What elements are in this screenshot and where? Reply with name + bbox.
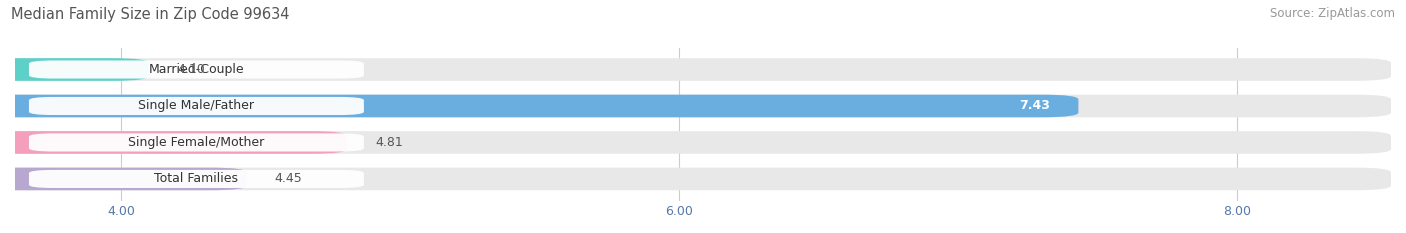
FancyBboxPatch shape (0, 95, 1391, 117)
FancyBboxPatch shape (30, 170, 364, 188)
FancyBboxPatch shape (30, 97, 364, 115)
Text: Source: ZipAtlas.com: Source: ZipAtlas.com (1270, 7, 1395, 20)
Text: Median Family Size in Zip Code 99634: Median Family Size in Zip Code 99634 (11, 7, 290, 22)
FancyBboxPatch shape (0, 95, 1078, 117)
FancyBboxPatch shape (0, 168, 1391, 190)
Text: 4.45: 4.45 (274, 172, 302, 185)
FancyBboxPatch shape (0, 58, 149, 81)
Text: Single Female/Mother: Single Female/Mother (128, 136, 264, 149)
FancyBboxPatch shape (30, 60, 364, 79)
Text: Single Male/Father: Single Male/Father (138, 99, 254, 113)
FancyBboxPatch shape (0, 58, 1391, 81)
Text: Married-Couple: Married-Couple (149, 63, 245, 76)
FancyBboxPatch shape (0, 131, 347, 154)
Text: 4.81: 4.81 (375, 136, 402, 149)
Text: 4.10: 4.10 (177, 63, 205, 76)
FancyBboxPatch shape (0, 131, 1391, 154)
FancyBboxPatch shape (30, 134, 364, 151)
FancyBboxPatch shape (0, 168, 246, 190)
Text: Total Families: Total Families (155, 172, 239, 185)
Text: 7.43: 7.43 (1019, 99, 1050, 113)
